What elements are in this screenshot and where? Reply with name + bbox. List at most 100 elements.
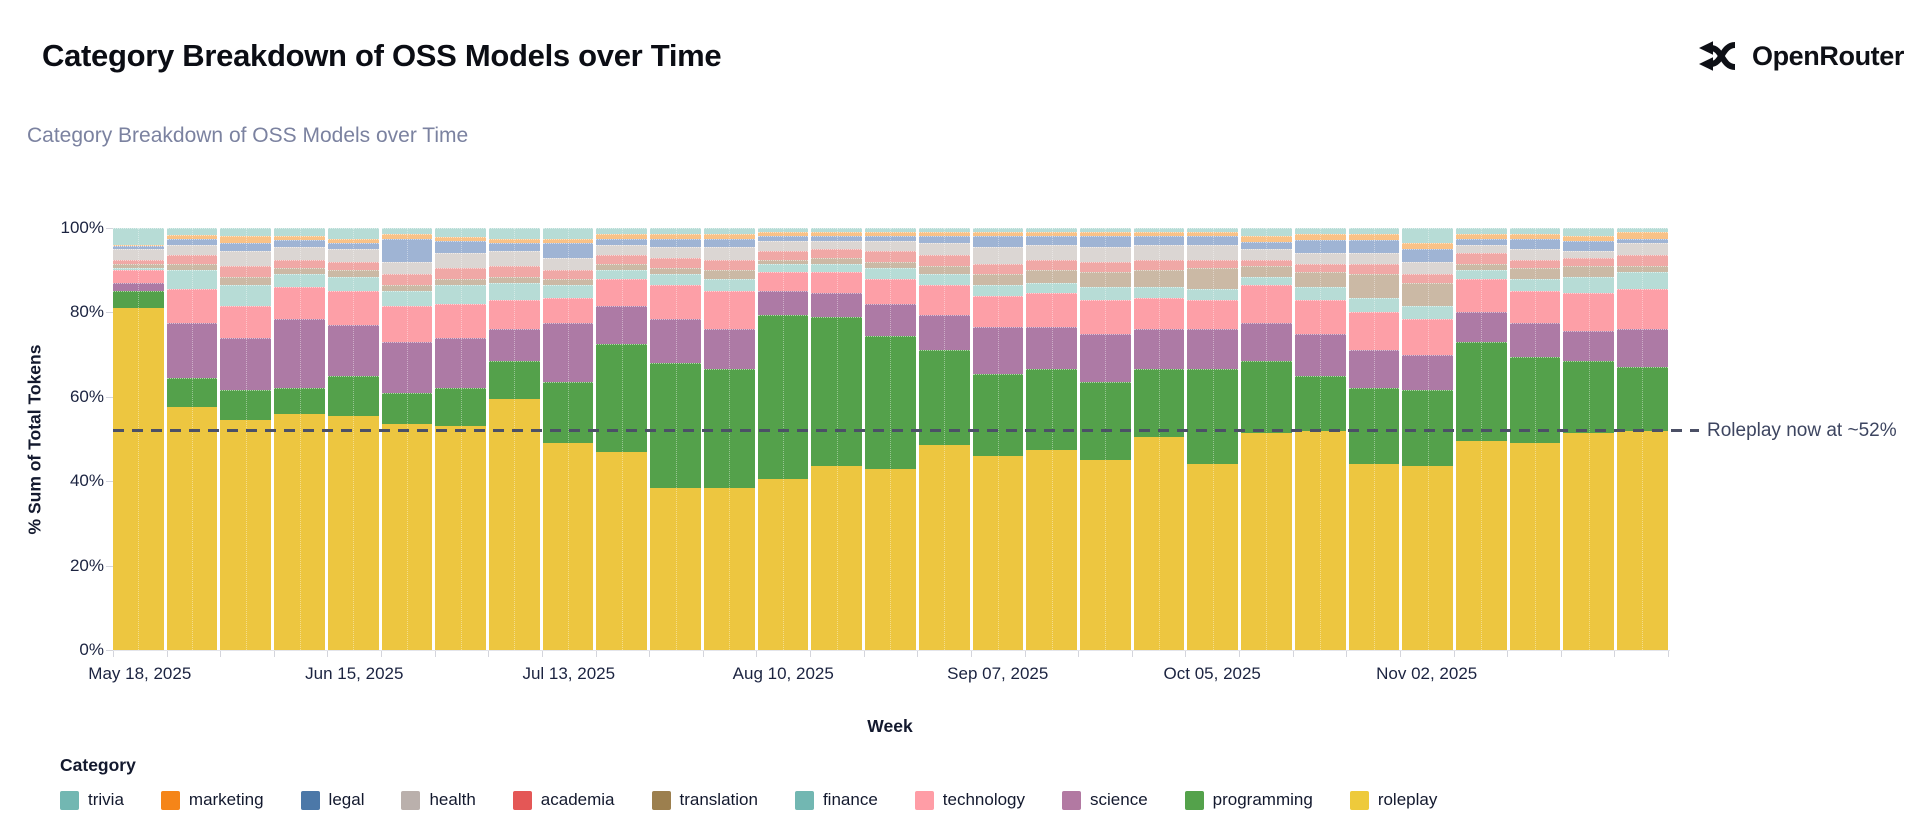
bar-segment-trivia[interactable] <box>757 228 809 233</box>
bar-segment-trivia[interactable] <box>489 228 540 239</box>
bar-week[interactable] <box>489 228 540 650</box>
bar-segment-health[interactable] <box>1563 251 1615 258</box>
bar-segment-trivia[interactable] <box>1026 228 1077 233</box>
bar-segment-finance[interactable] <box>1348 297 1400 313</box>
bar-segment-science[interactable] <box>1563 331 1615 361</box>
bar-segment-programming[interactable] <box>381 392 433 425</box>
bar-segment-legal[interactable] <box>1241 241 1292 250</box>
bar-segment-science[interactable] <box>274 318 325 389</box>
bar-segment-health[interactable] <box>1026 244 1077 260</box>
bar-week[interactable] <box>811 228 863 650</box>
bar-segment-academia[interactable] <box>1294 263 1346 273</box>
bar-segment-academia[interactable] <box>972 263 1024 275</box>
bar-segment-trivia[interactable] <box>435 228 487 237</box>
bar-segment-academia[interactable] <box>1348 263 1400 275</box>
bar-segment-marketing[interactable] <box>1402 242 1453 250</box>
bar-segment-roleplay[interactable] <box>918 445 970 650</box>
bar-segment-science[interactable] <box>972 327 1024 374</box>
bar-segment-health[interactable] <box>1241 249 1292 260</box>
bar-segment-technology[interactable] <box>972 295 1024 328</box>
bar-segment-legal[interactable] <box>1617 238 1668 243</box>
bar-segment-trivia[interactable] <box>166 228 218 236</box>
bar-segment-trivia[interactable] <box>1079 228 1131 233</box>
bar-segment-finance[interactable] <box>972 285 1024 296</box>
bar-week[interactable] <box>1133 228 1185 650</box>
bar-segment-translation[interactable] <box>1133 270 1185 288</box>
bar-segment-health[interactable] <box>327 249 379 262</box>
bar-segment-roleplay[interactable] <box>1079 460 1131 650</box>
bar-segment-finance[interactable] <box>596 270 648 279</box>
legend-item-marketing[interactable]: marketing <box>160 790 264 810</box>
bar-week[interactable] <box>542 228 594 650</box>
bar-segment-trivia[interactable] <box>703 228 755 235</box>
bar-segment-science[interactable] <box>113 282 164 292</box>
bar-segment-marketing[interactable] <box>918 232 970 236</box>
bar-segment-roleplay[interactable] <box>1509 443 1561 650</box>
bar-segment-marketing[interactable] <box>220 236 272 243</box>
bar-segment-programming[interactable] <box>1617 367 1668 431</box>
bar-segment-legal[interactable] <box>1133 235 1185 245</box>
bar-segment-technology[interactable] <box>1241 285 1292 323</box>
legend-item-technology[interactable]: technology <box>914 790 1025 810</box>
bar-segment-translation[interactable] <box>811 257 863 264</box>
bar-segment-trivia[interactable] <box>1617 228 1668 233</box>
bar-segment-programming[interactable] <box>220 390 272 421</box>
bar-segment-roleplay[interactable] <box>435 426 487 650</box>
bar-segment-technology[interactable] <box>274 287 325 319</box>
bar-segment-marketing[interactable] <box>1509 234 1561 239</box>
bar-segment-health[interactable] <box>1133 244 1185 260</box>
bar-segment-trivia[interactable] <box>650 228 701 235</box>
bar-segment-academia[interactable] <box>1133 259 1185 271</box>
bar-segment-health[interactable] <box>274 247 325 260</box>
bar-segment-marketing[interactable] <box>327 238 379 243</box>
bar-segment-science[interactable] <box>1402 354 1453 391</box>
bar-week[interactable] <box>166 228 218 650</box>
bar-segment-science[interactable] <box>1079 333 1131 383</box>
bar-segment-science[interactable] <box>1348 350 1400 389</box>
bar-segment-legal[interactable] <box>703 238 755 248</box>
bar-segment-translation[interactable] <box>1079 272 1131 288</box>
bar-segment-science[interactable] <box>757 291 809 315</box>
bar-segment-technology[interactable] <box>811 272 863 294</box>
bar-segment-trivia[interactable] <box>274 228 325 237</box>
bar-segment-roleplay[interactable] <box>1294 430 1346 650</box>
bar-segment-science[interactable] <box>1455 312 1507 342</box>
bar-segment-finance[interactable] <box>757 263 809 273</box>
bar-week[interactable] <box>1509 228 1561 650</box>
bar-segment-technology[interactable] <box>1617 289 1668 330</box>
bar-segment-programming[interactable] <box>435 388 487 427</box>
bar-segment-academia[interactable] <box>489 266 540 277</box>
bar-segment-technology[interactable] <box>703 291 755 330</box>
bar-segment-translation[interactable] <box>1187 268 1239 290</box>
bar-segment-programming[interactable] <box>1294 375 1346 431</box>
bar-segment-academia[interactable] <box>113 259 164 264</box>
bar-segment-trivia[interactable] <box>542 228 594 239</box>
legend-item-finance[interactable]: finance <box>794 790 878 810</box>
bar-segment-academia[interactable] <box>1563 257 1615 267</box>
bar-segment-programming[interactable] <box>972 373 1024 456</box>
bar-segment-health[interactable] <box>542 257 594 271</box>
bar-segment-marketing[interactable] <box>435 236 487 241</box>
bar-segment-finance[interactable] <box>865 268 916 279</box>
bar-week[interactable] <box>1026 228 1077 650</box>
bar-segment-roleplay[interactable] <box>220 420 272 650</box>
legend-item-programming[interactable]: programming <box>1184 790 1313 810</box>
bar-segment-programming[interactable] <box>757 314 809 480</box>
bar-segment-technology[interactable] <box>650 285 701 319</box>
bar-segment-marketing[interactable] <box>1294 234 1346 240</box>
bar-segment-programming[interactable] <box>1026 369 1077 450</box>
bar-segment-trivia[interactable] <box>596 228 648 235</box>
bar-segment-finance[interactable] <box>1241 276 1292 285</box>
bar-segment-roleplay[interactable] <box>811 466 863 650</box>
bar-segment-academia[interactable] <box>1455 253 1507 264</box>
bar-segment-programming[interactable] <box>1079 382 1131 461</box>
bar-week[interactable] <box>596 228 648 650</box>
bar-segment-academia[interactable] <box>166 255 218 264</box>
bar-segment-roleplay[interactable] <box>703 487 755 650</box>
bar-segment-science[interactable] <box>220 337 272 391</box>
bar-segment-health[interactable] <box>650 247 701 258</box>
bar-segment-finance[interactable] <box>1509 278 1561 292</box>
bar-segment-academia[interactable] <box>1509 259 1561 269</box>
bar-segment-technology[interactable] <box>1133 297 1185 330</box>
bar-segment-academia[interactable] <box>811 249 863 258</box>
